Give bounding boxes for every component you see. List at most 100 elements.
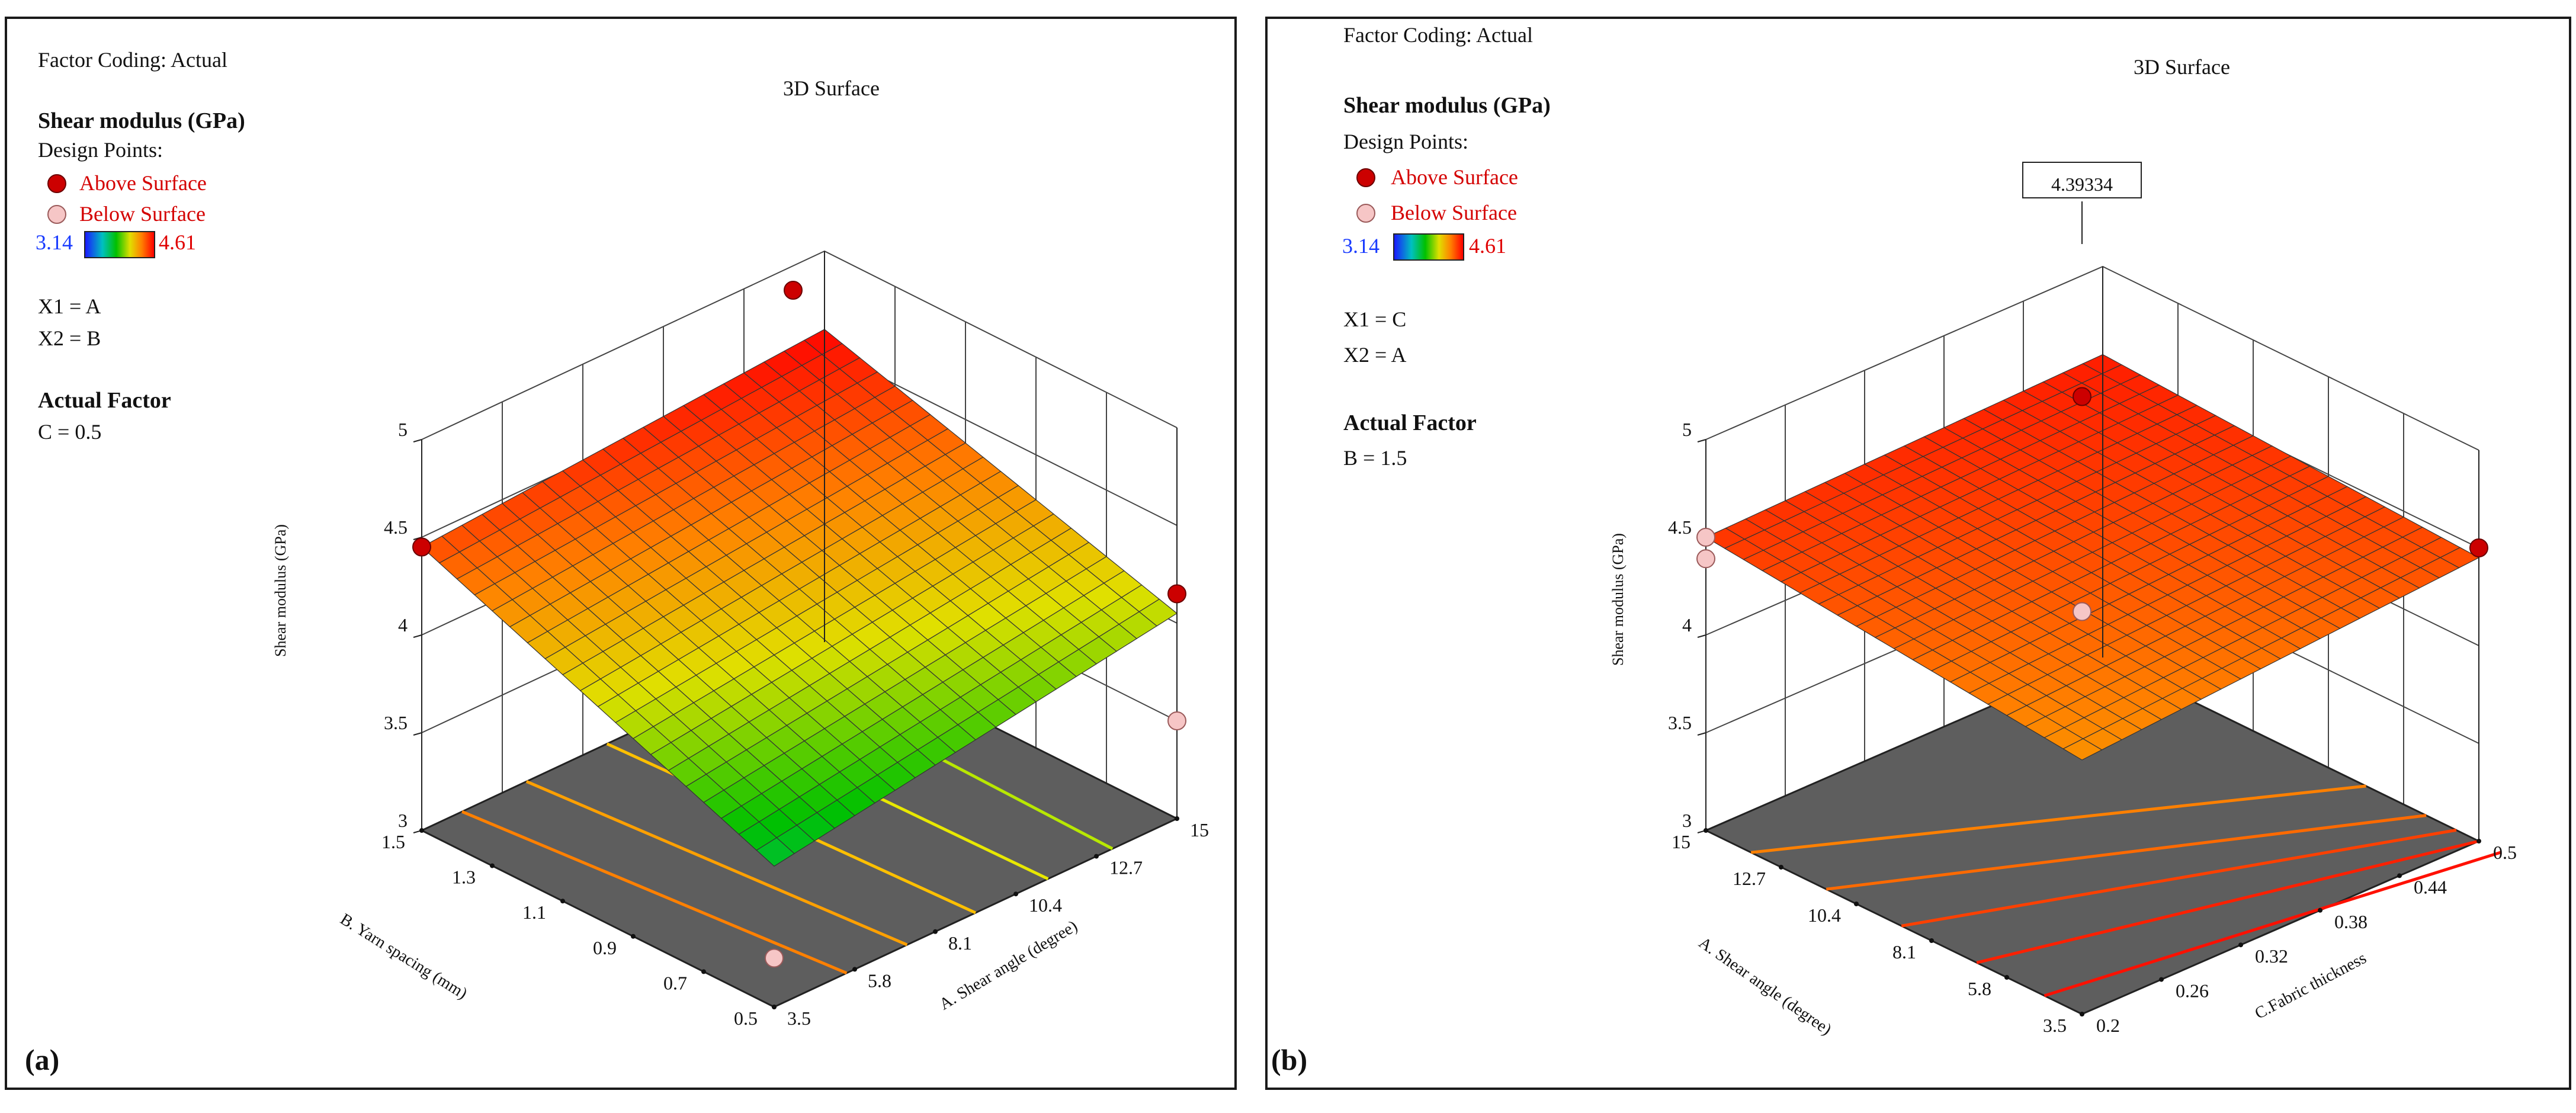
x-axis-tick <box>1929 938 1934 943</box>
x1-mapping: X1 = A <box>38 294 101 318</box>
annotation-box <box>2022 162 2142 198</box>
x-tick-label: 1.3 <box>452 867 476 888</box>
design-point-below <box>1696 528 1715 547</box>
y-tick-label: 8.1 <box>948 932 972 954</box>
x-axis-tick <box>560 899 565 904</box>
y-tick-label: 15 <box>1190 819 1209 841</box>
actual-factor-title: Actual Factor <box>1343 410 1477 435</box>
colorbar-min-label: 3.14 <box>1342 234 1380 258</box>
colorbar <box>1393 233 1464 261</box>
response-name: Shear modulus (GPa) <box>1343 93 1551 118</box>
z-axis-title: Shear modulus (GPa) <box>272 524 289 657</box>
y-tick-label: 0.44 <box>2414 876 2447 897</box>
y-axis-tick <box>2476 839 2481 843</box>
below-surface-legend-label: Below Surface <box>1391 201 1517 224</box>
x-tick-label: 5.8 <box>1968 978 1991 999</box>
y-axis-tick <box>852 967 857 972</box>
y-axis-title: A. Shear angle (degree) <box>936 917 1081 1014</box>
x2-mapping: X2 = A <box>1343 343 1407 367</box>
x-axis-title: B. Yarn spacing (mm) <box>337 910 471 1003</box>
z-axis-tick <box>1697 439 1706 442</box>
above-surface-legend-marker <box>1356 168 1375 187</box>
x-tick-label: 0.7 <box>663 972 687 993</box>
y-axis-tick <box>1013 891 1018 897</box>
y-axis-tick <box>933 929 938 934</box>
panel-label: (b) <box>1271 1043 1308 1076</box>
x-axis-tick <box>1704 828 1708 833</box>
actual-factor-value: C = 0.5 <box>38 420 102 444</box>
y-tick-label: 0.32 <box>2255 945 2288 967</box>
y-tick-label: 0.5 <box>2493 842 2517 863</box>
factor-coding-label: Factor Coding: Actual <box>38 48 227 72</box>
z-tick-label: 3.5 <box>1668 712 1692 733</box>
x1-mapping: X1 = C <box>1343 307 1407 331</box>
x-axis-tick <box>490 863 495 868</box>
below-surface-legend-label: Below Surface <box>79 202 206 226</box>
x-axis-tick <box>1779 865 1783 870</box>
y-tick-label: 10.4 <box>1029 894 1062 916</box>
plot-title: 3D Surface <box>783 76 880 100</box>
floor-contour-line <box>525 780 908 947</box>
floor-contour-line <box>1750 784 2366 854</box>
y-axis-tick <box>2397 873 2402 878</box>
colorbar-max-label: 4.61 <box>159 230 196 254</box>
z-tick-label: 4.5 <box>384 517 408 538</box>
floor-contour-line <box>2044 851 2502 997</box>
response-name: Shear modulus (GPa) <box>38 108 245 133</box>
below-surface-legend-marker <box>1356 204 1375 223</box>
z-tick-label: 3 <box>398 810 408 831</box>
actual-factor-title: Actual Factor <box>38 388 171 413</box>
y-axis-tick <box>772 1005 777 1009</box>
surface-plot-a: 3 3.5 4 4.5 5 Shear modulus (GPa) 1.5 1.3 1.1 0.9… <box>272 250 1209 1029</box>
factor-coding-label: Factor Coding: Actual <box>1343 23 1533 47</box>
x-tick-label: 10.4 <box>1808 904 1841 926</box>
z-axis-tick <box>413 634 422 638</box>
colorbar <box>84 231 155 258</box>
z-tick-label: 5 <box>398 419 408 440</box>
y-axis-tick <box>2080 1012 2084 1016</box>
below-surface-legend-marker <box>47 205 66 224</box>
y-axis-tick <box>2238 942 2243 948</box>
plot-title: 3D Surface <box>2134 55 2230 79</box>
y-axis-tick <box>1094 854 1099 859</box>
z-tick-label: 3.5 <box>384 712 408 733</box>
design-point-below <box>1696 549 1715 569</box>
x-tick-label: 3.5 <box>2043 1015 2067 1036</box>
y-tick-label: 12.7 <box>1109 857 1143 878</box>
y-tick-label: 0.2 <box>2096 1015 2120 1036</box>
floor-contour-line <box>461 810 848 975</box>
y-tick-label: 0.38 <box>2334 911 2368 932</box>
surface-cell <box>756 837 795 867</box>
chart-panel-b: 3 3.5 4 4.5 5 Shear modulus (GPa) 15 12.7 10.4 8.… <box>1265 17 2571 1090</box>
x-tick-label: 0.9 <box>593 937 617 958</box>
z-tick-label: 3 <box>1682 810 1692 831</box>
floor-contour-line <box>1826 814 2427 891</box>
x-tick-label: 0.5 <box>734 1008 758 1029</box>
chart-panel-a: 3 3.5 4 4.5 5 Shear modulus (GPa) 1.5 1.3 1.1 0.9… <box>5 17 1237 1090</box>
x-tick-label: 12.7 <box>1733 868 1766 889</box>
x-tick-label: 15 <box>1672 831 1690 852</box>
y-tick-label: 5.8 <box>868 970 891 991</box>
design-point-below <box>2073 602 2091 621</box>
x-axis-tick <box>1854 902 1859 906</box>
surface-plot-b: 3 3.5 4 4.5 5 Shear modulus (GPa) 15 12.7 10.4 8.… <box>1609 162 2517 1039</box>
x2-mapping: X2 = B <box>38 326 101 350</box>
design-point-above <box>2073 387 2091 406</box>
x-axis-tick <box>701 969 706 974</box>
above-surface-legend-label: Above Surface <box>1391 165 1518 189</box>
x-axis-tick <box>419 828 424 833</box>
z-axis-title: Shear modulus (GPa) <box>1609 533 1627 666</box>
design-point-below <box>765 948 784 968</box>
design-points-label: Design Points: <box>38 138 163 162</box>
y-axis-tick <box>1175 816 1179 821</box>
y-axis-tick <box>2159 977 2164 982</box>
z-axis-tick <box>413 439 422 442</box>
x-tick-label: 1.5 <box>381 831 405 852</box>
design-point-above <box>412 537 431 557</box>
annotation-value: 4.39334 <box>2051 174 2113 195</box>
z-axis-tick <box>1697 732 1706 736</box>
x-axis-title: A. Shear angle (degree) <box>1695 934 1835 1039</box>
floor-contour-line <box>1901 828 2457 928</box>
z-axis-tick <box>1697 634 1706 638</box>
z-tick-label: 4 <box>398 614 408 636</box>
